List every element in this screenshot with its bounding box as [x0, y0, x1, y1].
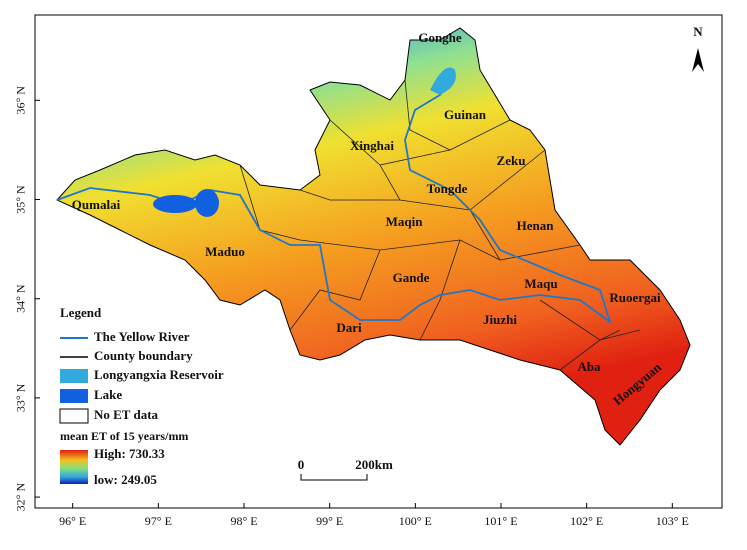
- lat-label: 35° N: [14, 185, 28, 214]
- legend-no-data: [59, 408, 89, 424]
- county-label: Guinan: [444, 107, 487, 122]
- reservoir: [430, 67, 456, 95]
- legend-high: High: 730.33: [94, 446, 165, 461]
- lake: [153, 195, 197, 213]
- county-label: Maqin: [386, 214, 424, 229]
- county-label: Henan: [517, 218, 555, 233]
- lake: [195, 189, 219, 217]
- county-label: Maqu: [524, 276, 557, 291]
- lon-label: 96° E: [59, 514, 86, 528]
- legend-item: Longyangxia Reservoir: [94, 367, 224, 382]
- legend-item: The Yellow River: [94, 329, 190, 344]
- legend-item: County boundary: [94, 348, 193, 363]
- lon-label: 103° E: [656, 514, 689, 528]
- legend-ramp: [60, 450, 88, 484]
- yellow-river: [56, 74, 612, 325]
- legend-item: No ET data: [94, 407, 159, 422]
- county-label: Xinghai: [350, 138, 394, 153]
- lon-label: 99° E: [316, 514, 343, 528]
- county-label: Maduo: [205, 244, 245, 259]
- county-label: Ruoergai: [609, 290, 661, 305]
- lat-label: 32° N: [14, 483, 28, 512]
- county-label: Gande: [393, 270, 430, 285]
- scale-bar: 0 200km: [298, 457, 393, 481]
- legend-ramp-title: mean ET of 15 years/mm: [60, 429, 188, 443]
- legend-item: Lake: [94, 387, 122, 402]
- legend-lake: [60, 389, 88, 403]
- lat-label: 33° N: [14, 383, 28, 412]
- county-label: Tongde: [427, 181, 468, 196]
- lat-label: 36° N: [14, 86, 28, 115]
- county-label: Gonghe: [418, 30, 462, 45]
- county-label: Aba: [577, 359, 601, 374]
- lon-label: 100° E: [399, 514, 432, 528]
- county-label: Zeku: [497, 153, 526, 168]
- scale-end: 200km: [355, 457, 393, 472]
- legend-reservoir: [60, 369, 88, 383]
- lon-label: 98° E: [230, 514, 257, 528]
- county-label: Qumalai: [72, 197, 121, 212]
- county-label: Dari: [336, 320, 362, 335]
- legend-title: Legend: [60, 305, 102, 320]
- legend: Legend mean ET of 15 years/mm High: 730.…: [59, 305, 188, 487]
- county-boundaries: [239, 79, 641, 371]
- lat-label: 34° N: [14, 284, 28, 313]
- north-arrow: [692, 48, 704, 72]
- north-label: N: [693, 24, 703, 39]
- lon-label: 97° E: [145, 514, 172, 528]
- lon-label: 101° E: [484, 514, 517, 528]
- legend-low: low: 249.05: [94, 472, 157, 487]
- scale-start: 0: [298, 457, 305, 472]
- lon-label: 102° E: [570, 514, 603, 528]
- county-label: Jiuzhi: [483, 312, 517, 327]
